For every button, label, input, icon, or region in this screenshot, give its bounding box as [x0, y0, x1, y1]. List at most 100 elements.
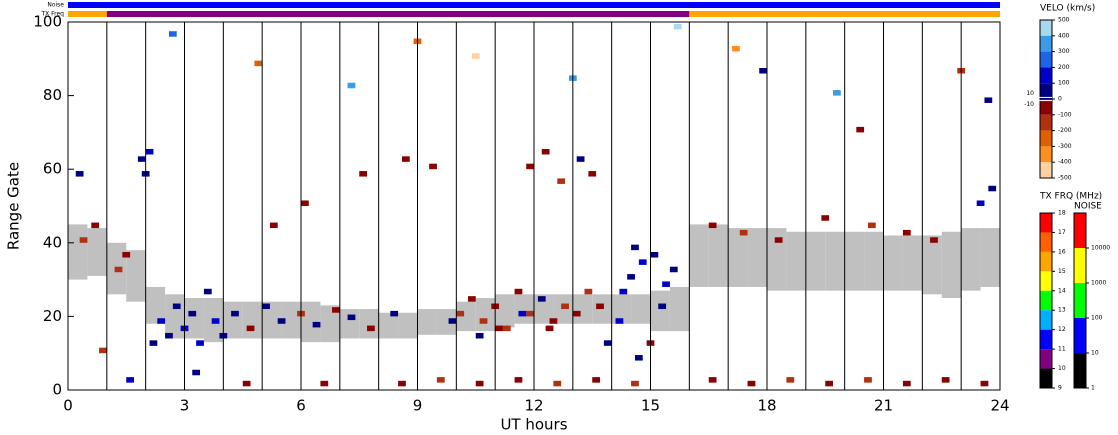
- ground-scatter: [68, 224, 88, 280]
- cell: [246, 325, 255, 332]
- cell: [475, 380, 484, 387]
- ground-scatter: [572, 294, 593, 324]
- colorbar-label: -10: [1024, 101, 1034, 108]
- y-tick-label: 20: [43, 307, 62, 325]
- ground-scatter: [242, 301, 263, 339]
- colorbar-segment: [1040, 232, 1052, 252]
- ground-scatter: [844, 231, 865, 291]
- cell: [864, 377, 872, 383]
- colorbar-segment: [1040, 83, 1052, 99]
- cell: [332, 307, 340, 313]
- colorbar-segment: [1040, 99, 1052, 115]
- colorbar-label: 400: [1058, 32, 1070, 39]
- cell: [658, 303, 667, 310]
- ground-scatter: [922, 235, 942, 295]
- colorbar-label: 1: [1091, 385, 1095, 392]
- ground-scatter: [592, 294, 612, 324]
- cell: [99, 347, 107, 354]
- cell: [196, 340, 204, 346]
- cell: [495, 325, 503, 332]
- colorbar-label: 100: [1091, 315, 1103, 322]
- cell: [747, 380, 756, 387]
- cell: [262, 303, 270, 310]
- colorbar-label: -500: [1058, 175, 1072, 182]
- cell: [584, 288, 593, 295]
- colorbar-segment: [1040, 329, 1052, 350]
- cell: [471, 53, 480, 59]
- colorbar-label: -100: [1058, 111, 1072, 118]
- colorbar-label: 10: [1091, 350, 1099, 357]
- colorbar-segment: [1040, 130, 1052, 147]
- ground-scatter: [708, 224, 729, 287]
- ground-scatter: [339, 309, 360, 339]
- ground-scatter: [475, 298, 496, 332]
- cell: [75, 171, 84, 177]
- cell: [739, 229, 748, 236]
- ground-scatter: [902, 235, 923, 291]
- colorbar-segment: [1040, 290, 1052, 311]
- cell: [475, 332, 484, 339]
- cell: [269, 222, 278, 229]
- cell: [708, 377, 717, 383]
- colorbar-label: 500: [1058, 17, 1070, 24]
- cell: [456, 310, 465, 317]
- colorbar-segment: [1040, 162, 1052, 178]
- ground-scatter: [650, 290, 670, 332]
- cell: [192, 369, 201, 376]
- strip-segment: [68, 2, 1000, 8]
- cell: [627, 274, 635, 280]
- cell: [203, 288, 212, 295]
- ground-scatter: [669, 286, 690, 332]
- cell: [557, 178, 566, 184]
- colorbar-label: 18: [1058, 210, 1066, 217]
- ground-scatter: [320, 305, 340, 343]
- cell: [603, 340, 612, 346]
- colorbar-segment: [1040, 146, 1052, 163]
- x-tick-label: 6: [296, 397, 306, 415]
- cell: [149, 340, 158, 346]
- cell: [165, 332, 173, 339]
- cell: [514, 377, 523, 383]
- colorbar-segment: [1040, 67, 1052, 84]
- colorbar-label: 12: [1058, 326, 1066, 333]
- colorbar-label: 17: [1058, 229, 1066, 236]
- cell: [479, 318, 488, 324]
- colorbar-segment: [1040, 310, 1052, 330]
- x-tick-label: 18: [757, 397, 776, 415]
- cell: [122, 252, 131, 258]
- colorbar-label: 0: [1058, 96, 1062, 103]
- cell: [984, 97, 993, 103]
- colorbar-segment: [1040, 213, 1052, 233]
- colorbar-frame: [1073, 212, 1087, 389]
- strip-segment: [106, 11, 690, 17]
- cell: [514, 288, 523, 295]
- ground-scatter: [961, 228, 981, 291]
- colorbar-segment: [1040, 35, 1052, 52]
- cell: [526, 163, 534, 170]
- x-tick-label: 12: [524, 397, 543, 415]
- cell: [277, 318, 286, 324]
- cell: [902, 380, 911, 387]
- ground-scatter: [398, 312, 418, 339]
- cell: [137, 156, 146, 162]
- ground-scatter: [436, 309, 457, 335]
- colorbar-label: 10: [1058, 365, 1066, 372]
- ground-scatter: [165, 294, 185, 339]
- cell: [634, 355, 643, 361]
- colorbar-segment: [1040, 271, 1052, 291]
- colorbar-label: 1000: [1091, 280, 1106, 287]
- y-tick-label: 0: [52, 381, 62, 399]
- colorbar-segment: [1074, 248, 1086, 283]
- ground-scatter: [786, 231, 806, 291]
- ground-scatter: [184, 298, 204, 339]
- colorbar-segment: [1074, 283, 1086, 318]
- cell: [114, 266, 123, 273]
- cell: [662, 281, 670, 287]
- cell: [774, 237, 783, 243]
- colorbar-label: 9: [1058, 385, 1062, 392]
- colorbar-segment: [1040, 51, 1052, 68]
- cell: [631, 244, 639, 251]
- y-axis-title: Range Gate: [5, 162, 23, 250]
- cell: [825, 380, 834, 387]
